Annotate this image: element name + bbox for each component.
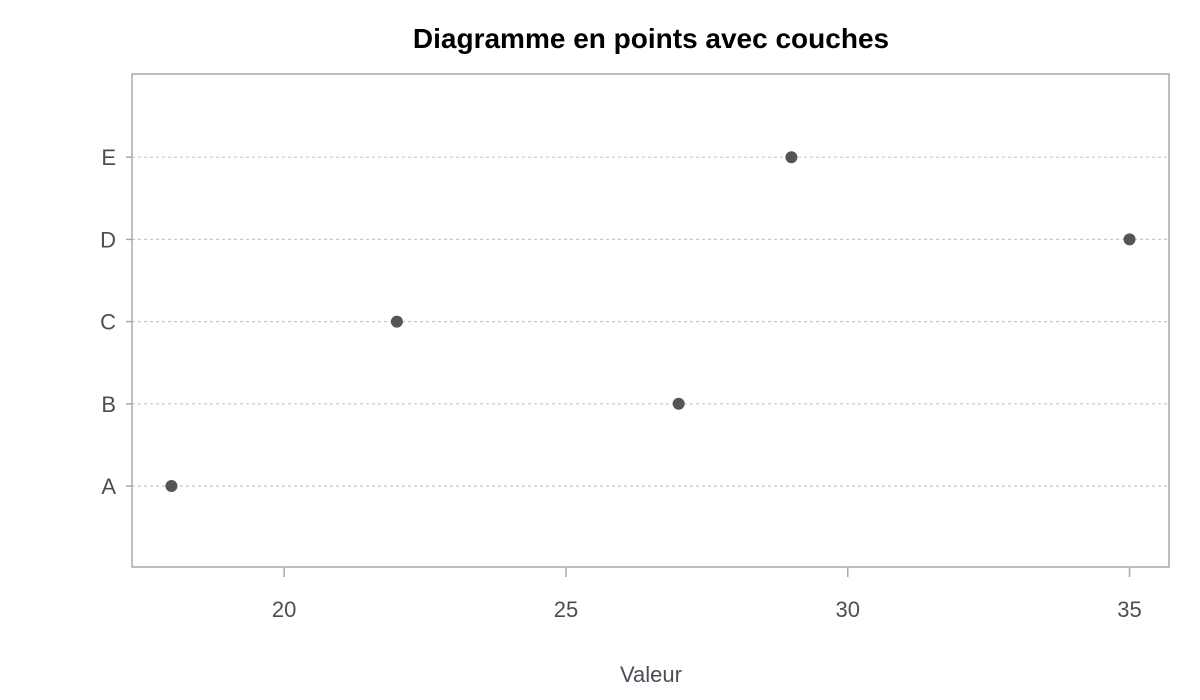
plot-frame [131, 73, 1170, 568]
data-points [165, 151, 1136, 492]
y-tick-label-b: B [101, 392, 116, 417]
x-tick-label-25: 25 [554, 597, 578, 622]
point-c [390, 315, 403, 328]
point-d [1123, 233, 1136, 246]
x-axis: 20 25 30 35 [272, 567, 1142, 622]
y-tick-label-e: E [101, 145, 116, 170]
y-tick-label-d: D [100, 227, 116, 252]
x-tick-label-30: 30 [836, 597, 860, 622]
point-a [165, 480, 178, 492]
point-b [672, 397, 685, 410]
chart-title: Diagramme en points avec couches [413, 23, 889, 54]
y-tick-label-c: C [100, 310, 116, 335]
point-e [785, 151, 798, 164]
grid-lines [132, 156, 1169, 487]
x-axis-title: Valeur [620, 662, 682, 687]
y-tick-label-a: A [101, 474, 116, 499]
x-tick-label-20: 20 [272, 597, 296, 622]
x-tick-label-35: 35 [1117, 597, 1141, 622]
y-axis: A B C D E [100, 145, 132, 499]
